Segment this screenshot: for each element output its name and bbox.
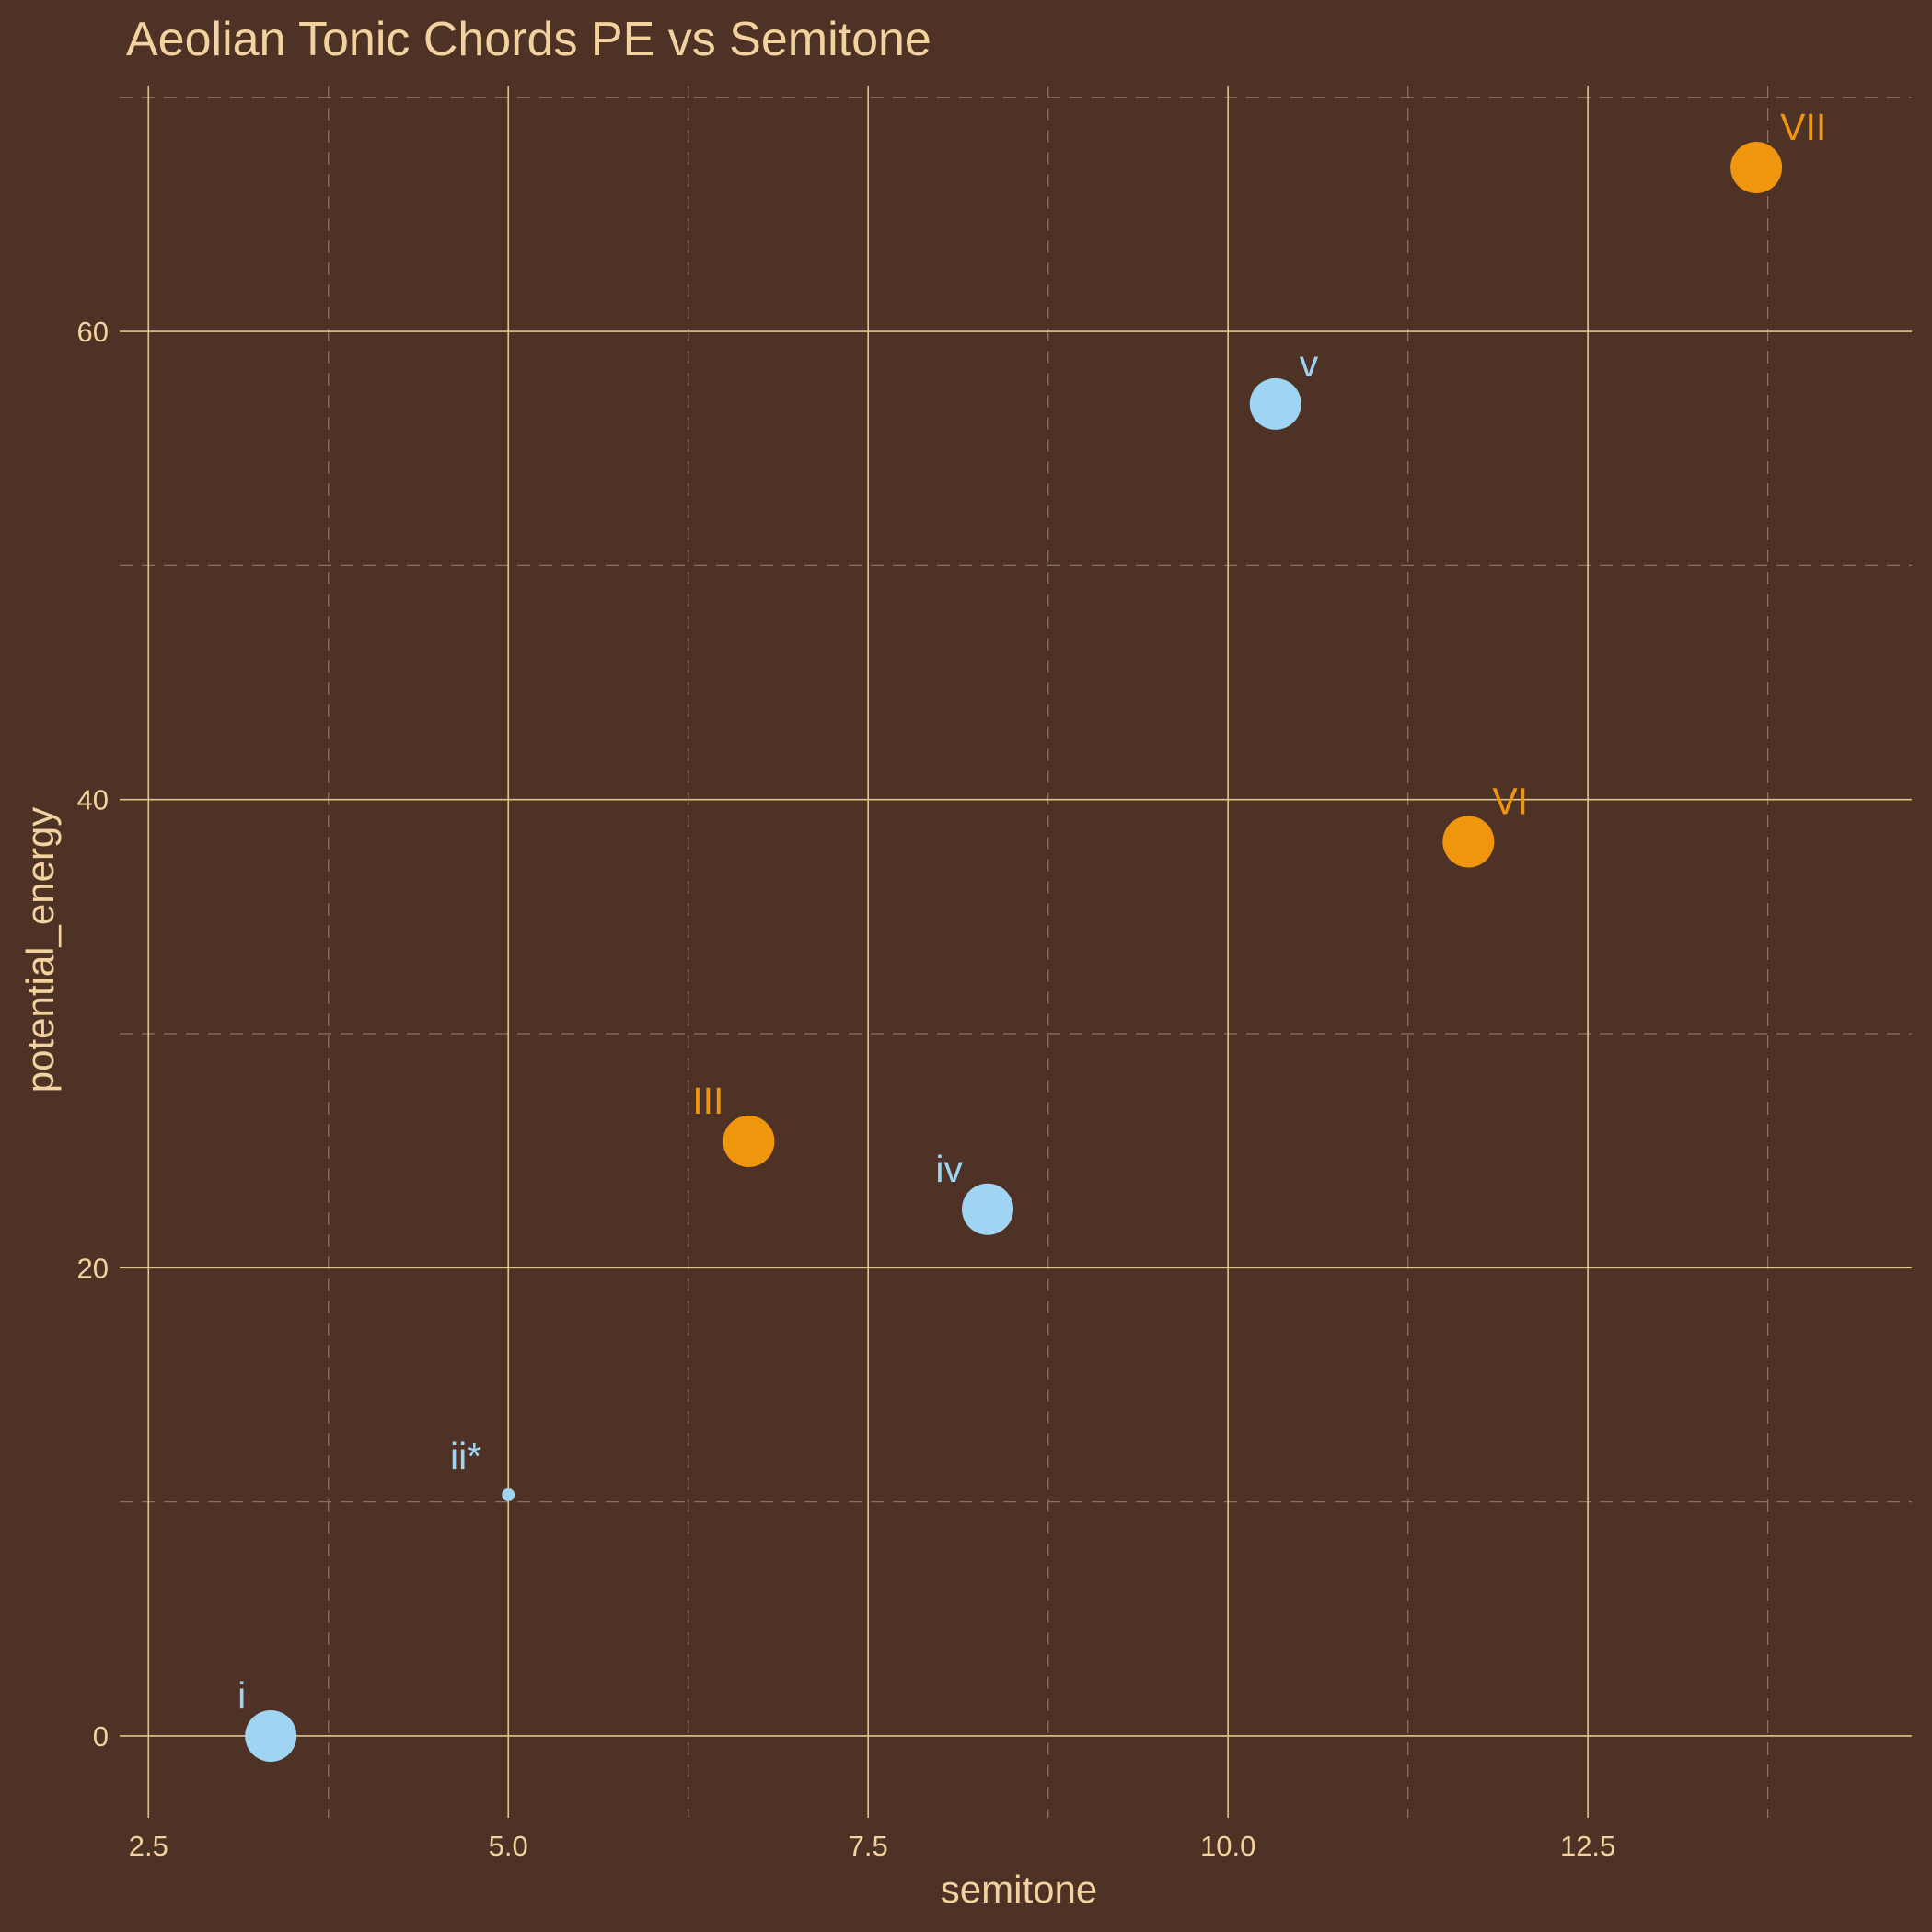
x-tick-label: 12.5 — [1560, 1830, 1615, 1862]
x-tick-label: 2.5 — [129, 1830, 168, 1862]
y-axis-title: potential_energy — [18, 807, 62, 1093]
point-label-i: i — [237, 1674, 246, 1717]
y-tick-label: 20 — [77, 1252, 109, 1284]
point-label-vii: VII — [1780, 106, 1826, 148]
tick-labels: 2.5 5.0 7.5 10.0 12.5 0 20 40 60 — [77, 316, 1616, 1862]
data-point-vi — [1442, 816, 1495, 868]
data-point-vii — [1730, 142, 1783, 194]
x-tick-label: 10.0 — [1200, 1830, 1255, 1862]
data-point-iv — [962, 1183, 1014, 1235]
grid-lines — [120, 86, 1912, 1818]
point-label-iii: III — [692, 1080, 723, 1122]
y-tick-label: 40 — [77, 784, 109, 816]
chart-title: Aeolian Tonic Chords PE vs Semitone — [126, 13, 931, 66]
point-labels: i ii* III iv v VI VII — [237, 106, 1826, 1717]
point-label-v: v — [1300, 342, 1319, 385]
data-point-i — [245, 1709, 297, 1762]
x-tick-label: 7.5 — [849, 1830, 888, 1862]
point-label-ii: ii* — [450, 1435, 481, 1477]
y-tick-label: 0 — [93, 1720, 109, 1753]
point-label-vi: VI — [1492, 780, 1528, 822]
x-axis-title: semitone — [941, 1868, 1097, 1911]
x-tick-label: 5.0 — [489, 1830, 528, 1862]
data-point-v — [1249, 377, 1301, 430]
y-tick-label: 60 — [77, 316, 109, 348]
data-point-ii — [502, 1488, 515, 1502]
data-point-iii — [723, 1116, 775, 1168]
point-label-iv: iv — [935, 1148, 963, 1190]
data-points — [245, 142, 1783, 1762]
